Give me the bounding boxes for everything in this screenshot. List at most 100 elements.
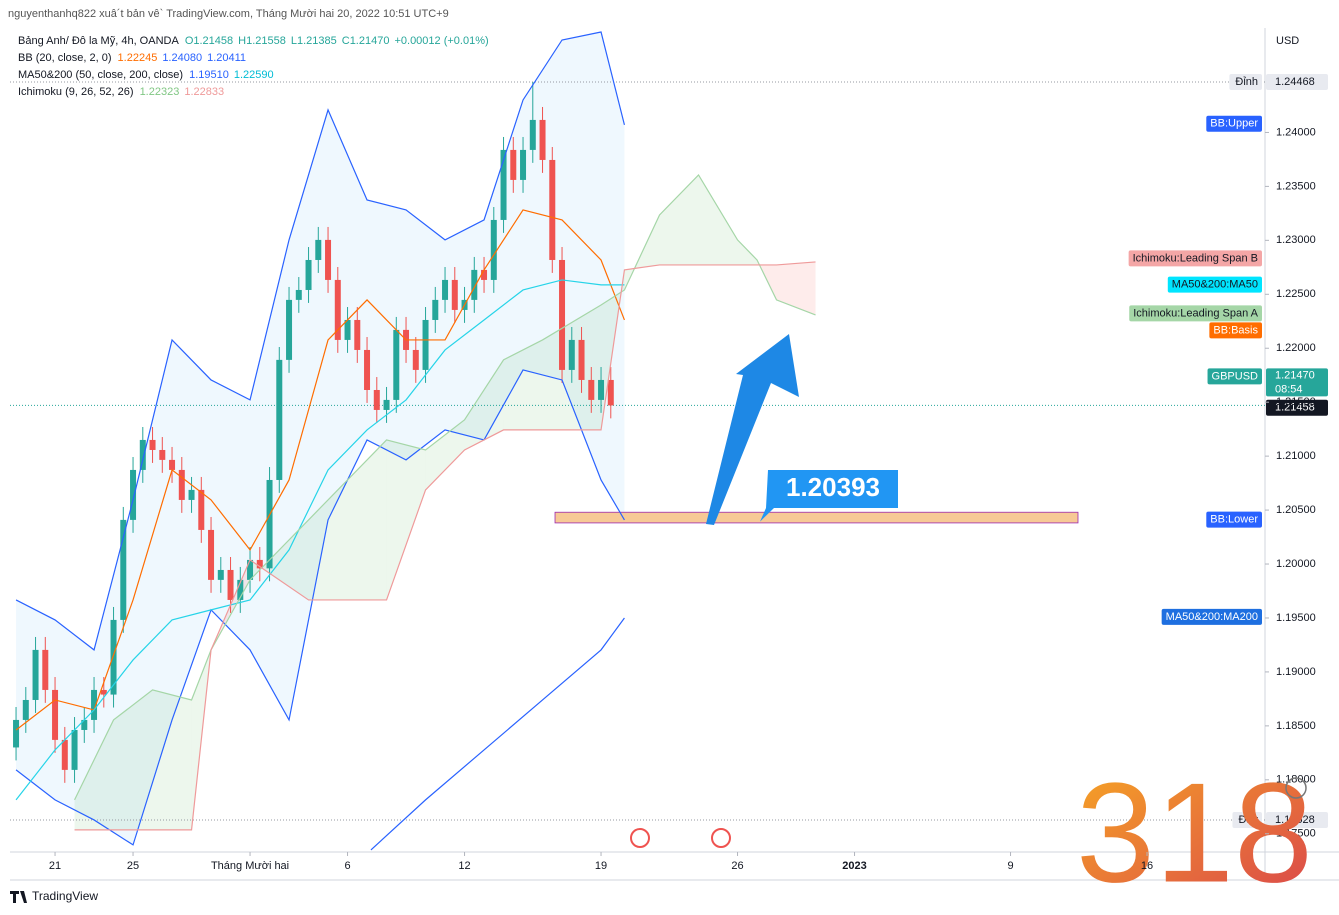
candle-body	[139, 439, 146, 470]
candle-body	[217, 569, 224, 580]
cloud-segment	[698, 174, 738, 265]
candle-body	[471, 269, 478, 300]
x-tick-label: 25	[127, 860, 139, 872]
candle-body	[130, 469, 137, 520]
legend-value: 1.19510	[189, 69, 229, 81]
cloud-segment	[113, 689, 153, 830]
indicator-tag	[1209, 322, 1262, 339]
candle-body	[520, 149, 527, 180]
footer-logo: TradingView	[32, 889, 98, 903]
y-tick-label: 1.20000	[1276, 558, 1316, 570]
candle-body	[325, 239, 332, 280]
candle-body	[120, 519, 127, 620]
indicator-line	[15, 209, 625, 731]
indicator-tag	[1129, 305, 1262, 322]
candle-body	[208, 529, 215, 580]
legend-title: Bảng Anh/ Đô la Mỹ, 4h, OANDA	[18, 35, 179, 47]
x-tick-label: 12	[458, 860, 470, 872]
high-value: 1.24468	[1275, 76, 1315, 88]
candle-body	[159, 449, 166, 460]
arrow	[706, 334, 799, 525]
x-tick-label: 2023	[842, 860, 866, 872]
high-tag-label: Đỉnh	[1235, 76, 1258, 88]
legend-value: 1.20411	[207, 52, 246, 64]
candle-body	[169, 459, 176, 470]
candle-body	[286, 299, 293, 360]
legend-value: L1.21385	[291, 35, 337, 47]
cloud-segment	[308, 439, 387, 600]
cloud-segment	[425, 419, 465, 490]
low-tag-label: Đáy	[1238, 814, 1258, 826]
legend-value: 1.22590	[234, 69, 274, 81]
candle-body	[578, 339, 585, 380]
y-tick-label: 1.24000	[1276, 126, 1316, 138]
indicator-line	[15, 279, 625, 801]
candle-body	[71, 729, 78, 770]
low-value-box	[1266, 811, 1328, 828]
candle-body	[295, 289, 302, 300]
candle-body	[549, 159, 556, 260]
callout-label: 1.20393	[786, 472, 880, 502]
candle-body	[237, 579, 244, 600]
low-value: 1.17628	[1275, 814, 1315, 826]
candle-body	[383, 399, 390, 410]
candle-body	[529, 119, 536, 150]
candle-body	[442, 279, 449, 300]
indicator-tag	[1206, 115, 1262, 132]
legend-value: 1.22323	[140, 86, 180, 98]
y-tick-label: 1.22500	[1276, 288, 1316, 300]
candle-body	[559, 259, 566, 370]
logo-icon	[10, 891, 27, 903]
y-tick-label: 1.23000	[1276, 234, 1316, 246]
candle-body	[61, 739, 68, 770]
y-tick-label: 1.20500	[1276, 504, 1316, 516]
y-tick-label: 1.23500	[1276, 180, 1316, 192]
bid-value: 1.21458	[1275, 402, 1315, 414]
candle-body	[13, 719, 20, 748]
candle-body	[422, 319, 429, 370]
candle-body	[81, 719, 88, 730]
event-icon	[711, 828, 731, 848]
legend-label: MA50&200 (50, close, 200, close)	[18, 69, 183, 81]
legend-value: O1.21458	[185, 35, 233, 47]
candle-body	[588, 379, 595, 400]
indicator-tag-label: MA50&200:MA200	[1166, 611, 1258, 623]
indicator-tag	[1206, 511, 1262, 528]
indicator-line	[74, 173, 816, 801]
candle-body	[412, 349, 419, 370]
indicator-tag	[1161, 608, 1262, 625]
candle-body	[568, 339, 575, 370]
legend-value: H1.21558	[238, 35, 286, 47]
last-price-countdown: 08:54	[1275, 383, 1303, 395]
header: nguyenthanhq822 xuâ´t bản vê` TradingVie…	[8, 8, 449, 20]
candle-body	[481, 269, 488, 280]
candle-body	[364, 349, 371, 390]
indicator-tag-label: BB:Upper	[1210, 118, 1258, 130]
candle-body	[247, 559, 254, 580]
x-tick-label: 26	[731, 860, 743, 872]
candle-body	[100, 689, 107, 695]
candle-body	[276, 359, 283, 480]
candle-body	[607, 379, 614, 406]
y-tick-label: 1.19500	[1276, 612, 1316, 624]
indicator-tag-label: MA50&200:MA50	[1172, 278, 1258, 290]
cloud-segment	[737, 239, 758, 265]
cloud-segment	[503, 339, 543, 430]
candle-body	[52, 689, 59, 740]
candle-body	[500, 149, 507, 220]
event-icon	[630, 828, 650, 848]
indicator-tag-label: BB:Lower	[1210, 514, 1258, 526]
legend-value: +0.00012 (+0.01%)	[394, 35, 488, 47]
candle-body	[305, 259, 312, 290]
indicator-line	[15, 31, 626, 651]
legend-value: 1.22833	[184, 86, 224, 98]
candle-body	[32, 649, 39, 700]
candle-body	[334, 279, 341, 340]
candle-body	[91, 689, 98, 720]
x-tick-label: 19	[595, 860, 607, 872]
candle-body	[256, 559, 263, 569]
candle-body	[110, 619, 117, 695]
low-tag	[1232, 811, 1262, 828]
candle-body	[198, 489, 205, 530]
last-price-value: 1.21470	[1275, 369, 1315, 381]
